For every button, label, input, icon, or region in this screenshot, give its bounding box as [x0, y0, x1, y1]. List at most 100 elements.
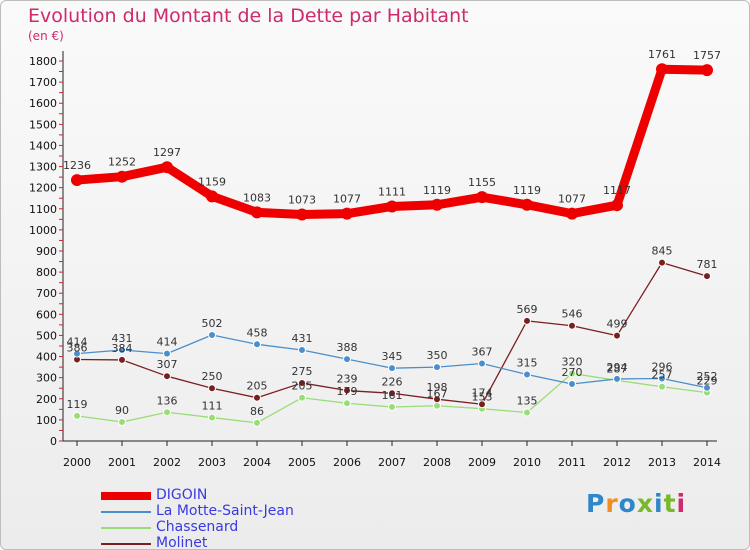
data-label: 86 — [250, 405, 264, 418]
data-label: 1159 — [198, 175, 226, 188]
y-tick-label: 400 — [36, 351, 57, 364]
data-point — [431, 198, 443, 211]
data-point — [71, 174, 83, 187]
y-tick-label: 900 — [36, 245, 57, 258]
y-tick-label: 1200 — [29, 182, 57, 195]
data-label: 257 — [652, 369, 673, 382]
data-point — [476, 191, 488, 204]
x-tick-label: 2013 — [648, 456, 676, 469]
data-point — [611, 199, 623, 212]
data-point — [296, 208, 308, 221]
data-label: 1117 — [603, 184, 631, 197]
data-label: 502 — [202, 317, 223, 330]
y-tick-label: 800 — [36, 266, 57, 279]
data-label: 135 — [517, 395, 538, 408]
data-point — [206, 190, 218, 203]
x-tick-label: 2006 — [333, 456, 361, 469]
data-point — [118, 346, 126, 355]
chart-subtitle: (en €) — [28, 29, 64, 43]
data-point — [521, 198, 533, 211]
x-tick-label: 2008 — [423, 456, 451, 469]
data-label: 1083 — [243, 191, 271, 204]
data-point — [478, 359, 486, 368]
data-point — [523, 316, 531, 325]
x-tick-label: 2011 — [558, 456, 586, 469]
data-point — [566, 207, 578, 220]
data-point — [298, 346, 306, 355]
data-label: 294 — [607, 361, 628, 374]
logo-letter: x — [636, 489, 654, 518]
data-label: 320 — [562, 355, 583, 368]
y-tick-label: 500 — [36, 329, 57, 342]
data-label: 1077 — [558, 193, 586, 206]
data-label: 307 — [157, 358, 178, 371]
data-label: 205 — [292, 380, 313, 393]
data-label: 367 — [472, 346, 493, 359]
legend-swatch — [101, 543, 151, 545]
data-point — [343, 386, 351, 395]
logo-letter: i — [676, 489, 687, 518]
x-tick-label: 2007 — [378, 456, 406, 469]
data-label: 546 — [562, 308, 583, 321]
data-point — [208, 331, 216, 340]
x-tick-label: 2002 — [153, 456, 181, 469]
y-tick-label: 0 — [50, 435, 57, 448]
data-label: 119 — [67, 398, 88, 411]
data-label: 1757 — [693, 49, 721, 62]
data-point — [253, 418, 261, 427]
x-tick-label: 2003 — [198, 456, 226, 469]
data-label: 250 — [202, 370, 223, 383]
data-point — [73, 349, 81, 358]
data-point — [208, 384, 216, 393]
y-tick-label: 1500 — [29, 118, 57, 131]
data-label: 174 — [472, 386, 493, 399]
logo-letter: r — [605, 489, 619, 518]
logo-letter: t — [663, 489, 677, 518]
data-label: 296 — [652, 361, 673, 374]
legend-swatch — [101, 511, 151, 513]
data-point — [613, 331, 621, 340]
data-point — [163, 372, 171, 381]
data-label: 111 — [202, 400, 223, 413]
data-label: 315 — [517, 357, 538, 370]
data-label: 275 — [292, 365, 313, 378]
data-point — [613, 374, 621, 383]
axes: 0 100 200 300 400 500 600 700 800 900 1000 1100 1200… — [29, 51, 721, 469]
data-point — [568, 380, 576, 388]
data-point — [433, 363, 441, 372]
data-point — [118, 418, 126, 426]
data-point — [343, 355, 351, 364]
data-point — [163, 408, 171, 417]
legend-swatch — [101, 527, 151, 529]
data-label: 179 — [337, 385, 358, 398]
chart-title: Evolution du Montant de la Dette par Hab… — [28, 5, 469, 27]
data-label: 205 — [247, 380, 268, 393]
data-label: 270 — [562, 366, 583, 379]
data-point — [253, 393, 261, 402]
data-point — [523, 370, 531, 379]
data-label: 414 — [157, 336, 178, 349]
data-label: 1236 — [63, 159, 91, 172]
y-tick-label: 1600 — [29, 97, 57, 110]
data-label: 226 — [382, 375, 403, 388]
x-tick-label: 2004 — [243, 456, 271, 469]
data-label: 1073 — [288, 193, 316, 206]
data-labels: 119 90 136 111 86 205 179 161 167 153 135 320 287 257… — [63, 48, 721, 418]
data-label: 414 — [67, 336, 88, 349]
data-label: 167 — [427, 388, 448, 401]
data-point — [658, 374, 666, 383]
data-point — [343, 399, 351, 408]
y-tick-label: 1000 — [29, 224, 57, 237]
data-point — [116, 170, 128, 183]
data-point — [658, 258, 666, 267]
x-tick-label: 2012 — [603, 456, 631, 469]
proxiti-logo: Proxiti — [586, 489, 686, 518]
data-label: 458 — [247, 326, 268, 339]
legend-swatch — [101, 492, 151, 500]
x-tick-label: 2009 — [468, 456, 496, 469]
y-tick-label: 100 — [36, 414, 57, 427]
data-point — [388, 364, 396, 373]
data-label: 431 — [292, 332, 313, 345]
data-point — [163, 349, 171, 358]
